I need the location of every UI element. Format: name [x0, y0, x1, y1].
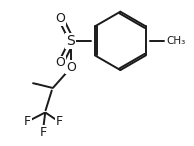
- Text: O: O: [55, 12, 65, 26]
- Text: CH₃: CH₃: [166, 36, 186, 46]
- Text: O: O: [66, 61, 76, 74]
- Text: O: O: [55, 56, 65, 69]
- Text: F: F: [24, 115, 31, 128]
- Text: F: F: [55, 115, 63, 128]
- Text: F: F: [39, 126, 47, 139]
- Text: S: S: [66, 34, 75, 48]
